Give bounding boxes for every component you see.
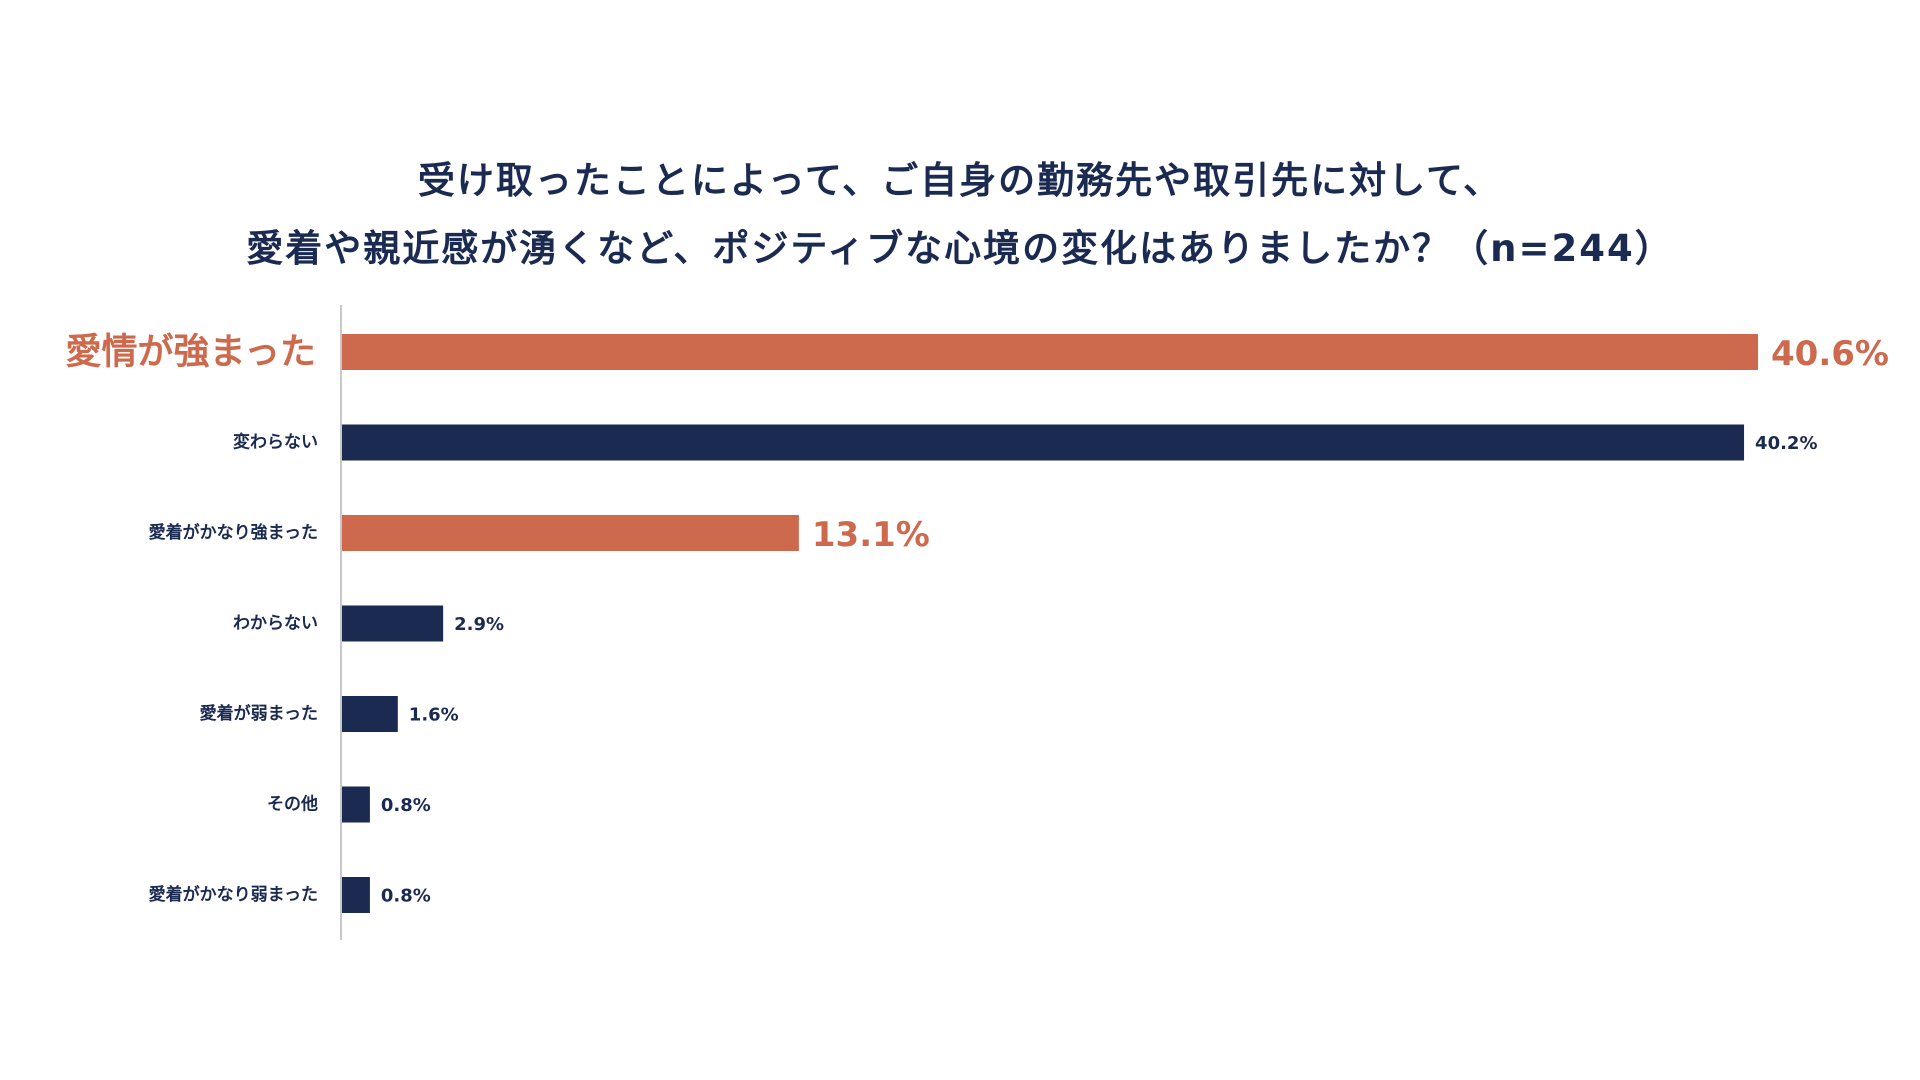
category-label-3: わからない [233, 614, 318, 634]
value-label-3: 2.9% [454, 614, 504, 635]
category-label-0: 愛情が強まった [65, 332, 316, 373]
bar-2 [342, 515, 799, 551]
value-label-0: 40.6% [1771, 334, 1889, 374]
bar-6 [342, 877, 370, 913]
bar-0 [342, 334, 1758, 370]
bar-1 [342, 424, 1745, 461]
bar-3 [342, 605, 444, 642]
value-label-1: 40.2% [1755, 433, 1817, 454]
value-label-4: 1.6% [409, 705, 459, 726]
value-label-6: 0.8% [381, 886, 431, 907]
value-label-5: 0.8% [381, 795, 431, 816]
category-label-2: 愛着がかなり強まった [149, 522, 318, 543]
category-label-6: 愛着がかなり弱まった [149, 884, 318, 905]
bar-5 [342, 786, 370, 823]
category-label-5: その他 [267, 794, 318, 815]
bar-4 [342, 696, 398, 732]
chart-title-line-1: 受け取ったことによって、ご自身の勤務先や取引先に対して、 [417, 159, 1503, 202]
category-label-1: 変わらない [233, 432, 318, 453]
value-label-2: 13.1% [812, 515, 930, 555]
chart-title-line-2: 愛着や親近感が湧くなど、ポジティブな心境の変化はありましたか？（n=244） [246, 227, 1674, 270]
category-label-4: 愛着が弱まった [200, 703, 318, 724]
